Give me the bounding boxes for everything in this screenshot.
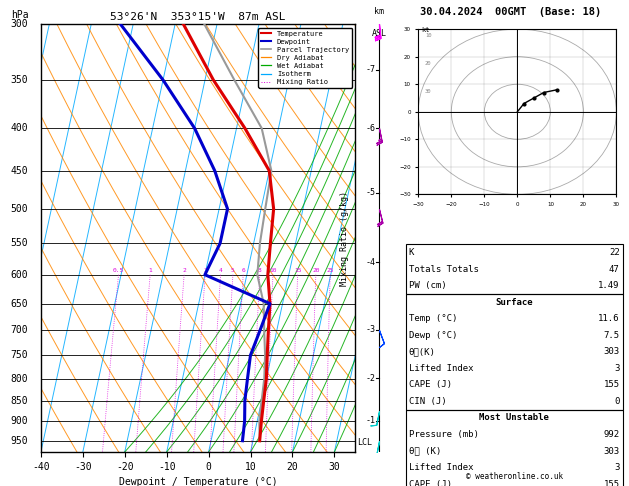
Text: 0: 0 bbox=[614, 397, 620, 406]
Text: 30.04.2024  00GMT  (Base: 18): 30.04.2024 00GMT (Base: 18) bbox=[420, 7, 602, 17]
Text: Totals Totals: Totals Totals bbox=[409, 265, 479, 274]
Title: 53°26'N  353°15'W  87m ASL: 53°26'N 353°15'W 87m ASL bbox=[110, 12, 286, 22]
Text: 550: 550 bbox=[11, 238, 28, 248]
Text: CAPE (J): CAPE (J) bbox=[409, 381, 452, 389]
Text: 700: 700 bbox=[11, 326, 28, 335]
Text: 15: 15 bbox=[294, 268, 301, 273]
Text: LCL: LCL bbox=[357, 438, 372, 447]
Text: Lifted Index: Lifted Index bbox=[409, 463, 474, 472]
Text: 800: 800 bbox=[11, 374, 28, 383]
Text: 3: 3 bbox=[614, 463, 620, 472]
Text: 11.6: 11.6 bbox=[598, 314, 620, 323]
Text: -5: -5 bbox=[365, 188, 376, 197]
Text: 47: 47 bbox=[609, 265, 620, 274]
Text: 1: 1 bbox=[148, 268, 152, 273]
Text: Surface: Surface bbox=[496, 298, 533, 307]
Text: Most Unstable: Most Unstable bbox=[479, 414, 549, 422]
Text: 155: 155 bbox=[603, 381, 620, 389]
Text: 20: 20 bbox=[425, 61, 431, 66]
Text: 750: 750 bbox=[11, 350, 28, 360]
Text: -4: -4 bbox=[365, 258, 376, 267]
Legend: Temperature, Dewpoint, Parcel Trajectory, Dry Adiabat, Wet Adiabat, Isotherm, Mi: Temperature, Dewpoint, Parcel Trajectory… bbox=[258, 28, 352, 88]
Text: 7.5: 7.5 bbox=[603, 331, 620, 340]
Text: Temp (°C): Temp (°C) bbox=[409, 314, 457, 323]
Text: 2: 2 bbox=[182, 268, 186, 273]
Text: 450: 450 bbox=[11, 166, 28, 176]
Text: -1: -1 bbox=[365, 417, 376, 425]
Text: 22: 22 bbox=[609, 248, 620, 257]
Text: 303: 303 bbox=[603, 447, 620, 455]
Text: 10: 10 bbox=[425, 34, 431, 38]
Text: © weatheronline.co.uk: © weatheronline.co.uk bbox=[465, 472, 563, 481]
Text: 5: 5 bbox=[231, 268, 235, 273]
Text: 10: 10 bbox=[269, 268, 277, 273]
Text: 8: 8 bbox=[258, 268, 262, 273]
Text: 4: 4 bbox=[219, 268, 223, 273]
Text: 25: 25 bbox=[326, 268, 334, 273]
Text: 3: 3 bbox=[203, 268, 207, 273]
Text: θᴇ(K): θᴇ(K) bbox=[409, 347, 436, 356]
Text: -6: -6 bbox=[365, 124, 376, 133]
Text: 1.49: 1.49 bbox=[598, 281, 620, 290]
Text: ASL: ASL bbox=[372, 29, 386, 37]
Text: Dewp (°C): Dewp (°C) bbox=[409, 331, 457, 340]
Text: km: km bbox=[374, 7, 384, 16]
Text: 650: 650 bbox=[11, 298, 28, 309]
Text: -7: -7 bbox=[365, 65, 376, 74]
Text: Mixing Ratio (g/kg): Mixing Ratio (g/kg) bbox=[340, 191, 349, 286]
Text: 400: 400 bbox=[11, 123, 28, 133]
Text: Lifted Index: Lifted Index bbox=[409, 364, 474, 373]
Text: 3: 3 bbox=[614, 364, 620, 373]
Text: 6: 6 bbox=[242, 268, 245, 273]
Text: PW (cm): PW (cm) bbox=[409, 281, 447, 290]
Text: hPa: hPa bbox=[11, 10, 28, 20]
Text: kt: kt bbox=[421, 27, 430, 33]
Text: 350: 350 bbox=[11, 75, 28, 85]
Text: 900: 900 bbox=[11, 416, 28, 426]
Text: 500: 500 bbox=[11, 204, 28, 214]
Text: K: K bbox=[409, 248, 415, 257]
Text: CIN (J): CIN (J) bbox=[409, 397, 447, 406]
Text: 992: 992 bbox=[603, 430, 620, 439]
Text: -3: -3 bbox=[365, 326, 376, 334]
Text: 600: 600 bbox=[11, 270, 28, 280]
Text: 303: 303 bbox=[603, 347, 620, 356]
Text: 300: 300 bbox=[11, 19, 28, 29]
X-axis label: Dewpoint / Temperature (°C): Dewpoint / Temperature (°C) bbox=[119, 477, 277, 486]
Text: 850: 850 bbox=[11, 396, 28, 405]
Text: 0.5: 0.5 bbox=[113, 268, 124, 273]
Text: -2: -2 bbox=[365, 374, 376, 382]
Text: 30: 30 bbox=[425, 88, 431, 93]
Text: 155: 155 bbox=[603, 480, 620, 486]
Text: 950: 950 bbox=[11, 436, 28, 446]
Text: 20: 20 bbox=[312, 268, 320, 273]
Text: θᴇ (K): θᴇ (K) bbox=[409, 447, 441, 455]
Text: Pressure (mb): Pressure (mb) bbox=[409, 430, 479, 439]
Text: CAPE (J): CAPE (J) bbox=[409, 480, 452, 486]
